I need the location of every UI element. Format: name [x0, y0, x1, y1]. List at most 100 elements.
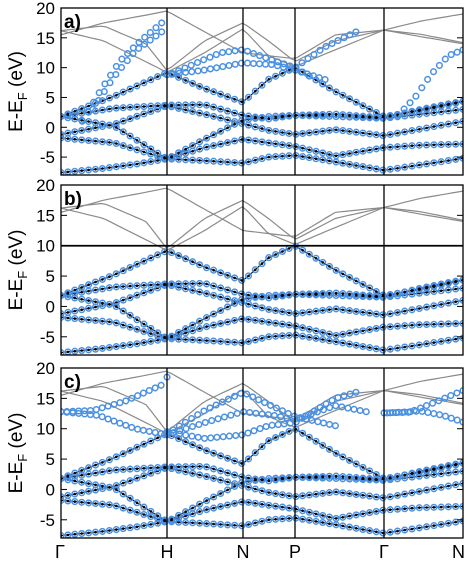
wannier-point: [459, 459, 463, 467]
dft-point: [198, 510, 201, 513]
dft-point: [439, 486, 443, 489]
wannier-point: [189, 441, 197, 449]
dft-point: [454, 300, 458, 304]
wannier-point: [372, 292, 380, 300]
wannier-point: [359, 163, 367, 171]
wannier-point: [401, 322, 409, 330]
y-tick-label: 10: [36, 420, 55, 439]
wannier-point: [147, 337, 155, 345]
wannier-point: [182, 438, 190, 446]
dft-point: [447, 288, 450, 292]
dft-point: [254, 89, 257, 93]
wannier-point-high: [123, 57, 131, 65]
dft-point: [425, 488, 428, 492]
wannier-point: [415, 469, 423, 477]
dft-point: [287, 494, 291, 498]
wannier-point: [91, 469, 100, 477]
wannier-point: [459, 117, 463, 125]
dft-point: [135, 148, 139, 152]
dft-point: [101, 278, 104, 281]
wannier-point: [251, 336, 259, 344]
wannier-point: [210, 520, 218, 528]
dft-point: [274, 116, 277, 120]
dft-point: [281, 72, 284, 75]
wannier-point-high: [194, 433, 202, 441]
wannier-point: [189, 107, 197, 116]
dft-point: [191, 103, 194, 107]
dft-point: [94, 300, 97, 304]
dft-point: [212, 284, 215, 288]
dft-point: [396, 529, 399, 533]
wannier-point: [312, 473, 320, 481]
wannier-point: [224, 338, 232, 346]
dft-point: [94, 471, 97, 475]
dft-point: [396, 167, 399, 170]
wannier-point: [71, 498, 79, 506]
wannier-point: [147, 507, 155, 515]
wannier-point: [345, 290, 354, 298]
dft-point: [341, 516, 345, 519]
dft-point: [135, 467, 139, 471]
wannier-point: [112, 303, 120, 311]
wannier-point: [332, 152, 340, 160]
dft-band-high-1: [61, 187, 463, 237]
wannier-point: [126, 477, 134, 485]
dft-point: [267, 117, 271, 121]
wannier-point: [112, 139, 120, 148]
wannier-point: [119, 465, 127, 474]
dft-point: [267, 155, 271, 159]
dft-point: [267, 321, 271, 324]
dft-point: [348, 152, 351, 155]
dft-point: [328, 153, 331, 156]
wannier-point-high: [181, 64, 189, 72]
dft-point: [115, 126, 118, 129]
dft-point: [388, 145, 392, 149]
dft-point: [260, 445, 264, 448]
dft-point: [267, 141, 271, 145]
dft-point: [142, 524, 146, 527]
wannier-point: [105, 164, 113, 172]
dft-point: [73, 349, 77, 353]
wannier-point: [91, 316, 100, 325]
dft-point: [334, 474, 338, 478]
dft-point: [354, 493, 358, 496]
wannier-point: [244, 474, 253, 482]
dft-point: [205, 103, 208, 107]
dft-point: [219, 523, 222, 526]
dft-point: [233, 459, 236, 463]
wannier-point: [332, 338, 340, 346]
dft-point: [267, 78, 271, 81]
wannier-point-high: [182, 431, 190, 439]
wannier-point: [196, 138, 204, 146]
wannier-point: [352, 524, 360, 532]
dft-point: [233, 123, 236, 126]
dft-point: [87, 307, 90, 310]
dft-point: [184, 147, 187, 151]
wannier-point-high: [134, 392, 142, 400]
wannier-point: [415, 321, 423, 329]
dft-point: [425, 506, 428, 509]
wannier-point: [437, 300, 445, 308]
wannier-point: [203, 264, 211, 272]
wannier-point-high: [328, 396, 336, 404]
dft-point: [254, 139, 257, 143]
wannier-point: [182, 101, 190, 109]
dft-point: [287, 334, 291, 337]
wannier-point: [105, 483, 113, 491]
dft-point: [321, 444, 325, 447]
dft-point: [361, 494, 365, 497]
wannier-point-high: [224, 395, 232, 403]
wannier-point: [217, 306, 225, 315]
dft-point: [447, 122, 450, 126]
wannier-point: [71, 530, 79, 538]
dft-point: [156, 75, 159, 78]
wannier-point: [393, 289, 402, 297]
dft-point: [274, 295, 277, 299]
wannier-point: [224, 318, 232, 326]
wannier-point: [140, 339, 148, 347]
dft-point: [149, 340, 153, 343]
wannier-point-high: [175, 430, 184, 438]
dft-point: [447, 143, 450, 146]
dft-point: [80, 308, 83, 312]
